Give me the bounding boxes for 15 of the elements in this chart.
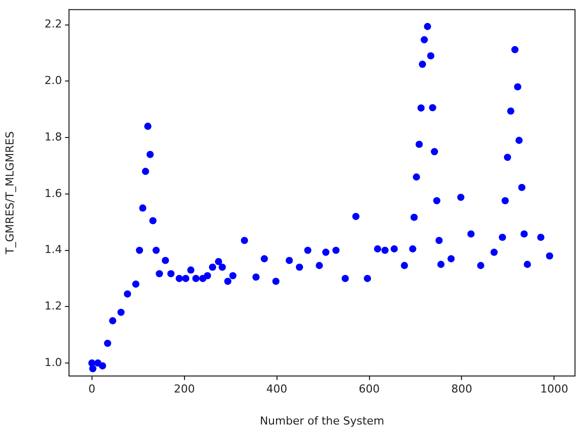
x-tick-label: 1000 xyxy=(540,382,568,396)
y-tick-label: 1.6 xyxy=(44,186,62,200)
y-axis-title: T_GMRES/T_MLGMRES xyxy=(3,131,16,256)
y-tick-label: 1.8 xyxy=(44,130,62,144)
x-tick-label: 800 xyxy=(451,382,472,396)
x-tick-label: 600 xyxy=(358,382,380,396)
y-tick-label: 1.0 xyxy=(44,356,62,369)
y-tick-label: 1.2 xyxy=(44,300,62,313)
y-tick-label: 1.4 xyxy=(44,243,62,256)
x-axis-title: Number of the System xyxy=(260,414,384,428)
x-tick-label: 200 xyxy=(174,382,195,396)
y-tick-label: 2.0 xyxy=(44,74,62,88)
x-tick-label: 400 xyxy=(266,382,288,396)
x-tick-label: 0 xyxy=(88,382,96,396)
y-tick-label: 2.2 xyxy=(44,18,62,31)
